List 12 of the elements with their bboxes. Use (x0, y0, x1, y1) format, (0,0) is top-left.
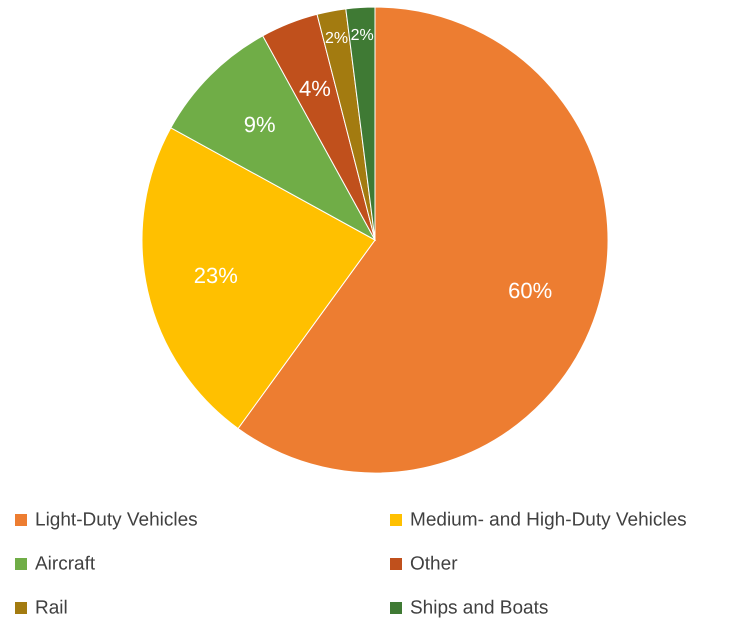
legend-label: Other (410, 554, 458, 574)
legend-label: Light-Duty Vehicles (35, 510, 198, 530)
legend-label: Aircraft (35, 554, 96, 574)
legend-label: Rail (35, 598, 68, 618)
data-label: 23% (194, 263, 238, 288)
data-label: 60% (508, 278, 552, 303)
data-label: 9% (244, 112, 276, 138)
legend-label: Medium- and High-Duty Vehicles (410, 510, 687, 530)
legend-label: Ships and Boats (410, 598, 548, 618)
data-label: 4% (299, 76, 331, 101)
data-label: 2% (325, 30, 348, 48)
data-label: 2% (350, 26, 374, 44)
